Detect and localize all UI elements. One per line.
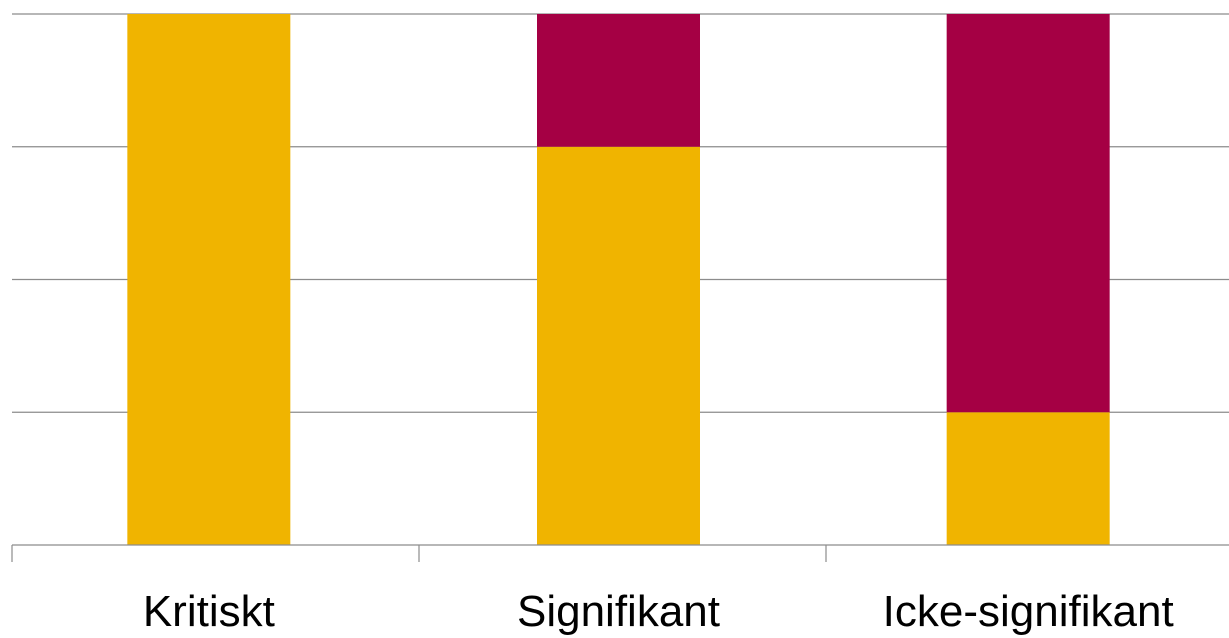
bar-segment-2 (537, 14, 700, 147)
bar-segment-1 (127, 14, 291, 545)
x-tick-label: Signifikant (517, 587, 720, 636)
bars (127, 14, 1110, 545)
bar-segment-1 (946, 412, 1110, 545)
x-axis (11, 544, 1229, 562)
x-tick-label: Icke-signifikant (883, 587, 1174, 636)
bar-segment-1 (537, 146, 700, 545)
x-tick-labels: Kritiskt Signifikant Icke-signifikant (143, 587, 1174, 636)
bar-segment-2 (946, 14, 1110, 413)
x-tick-label: Kritiskt (143, 587, 275, 636)
